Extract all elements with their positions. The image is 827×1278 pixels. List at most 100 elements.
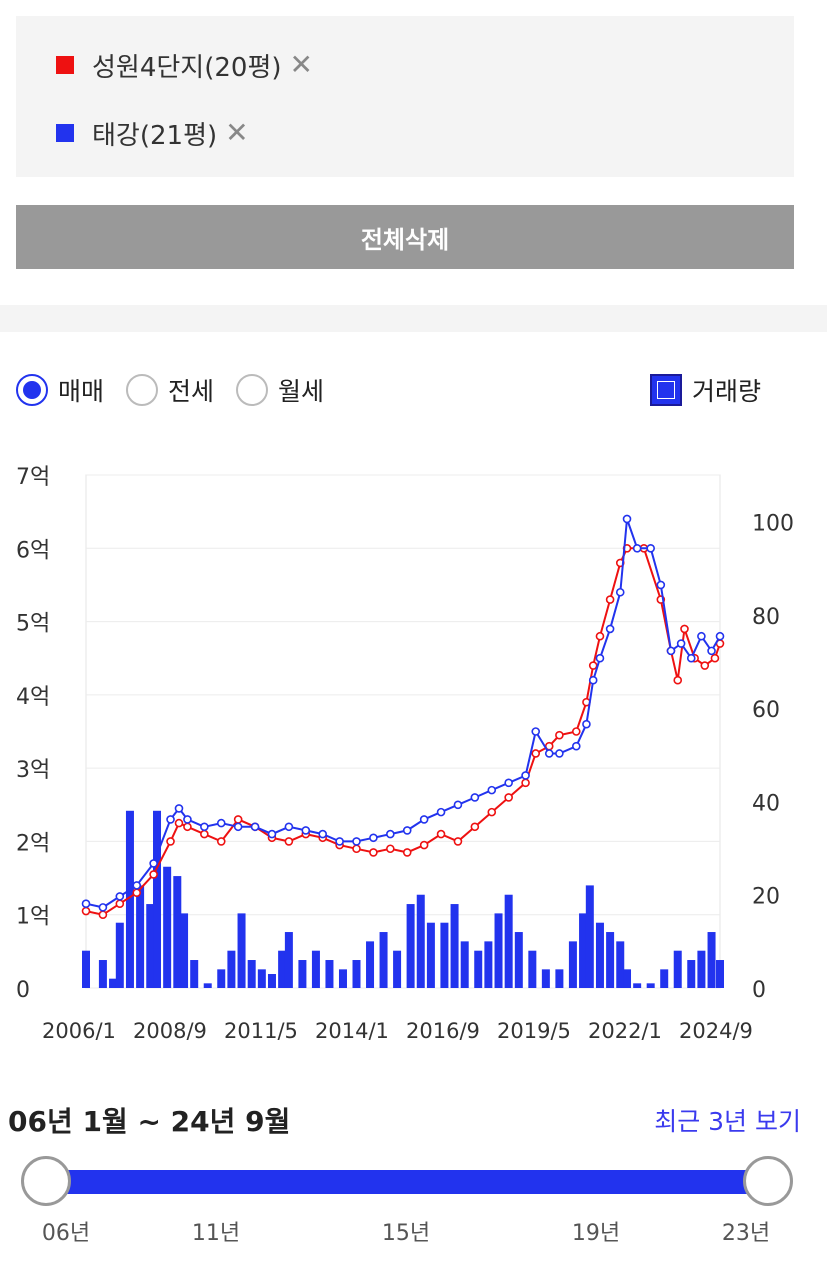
data-point <box>571 741 581 751</box>
data-point <box>402 848 412 857</box>
recent-3-years-link[interactable]: 최근 3년 보기 <box>654 1107 801 1136</box>
data-point <box>605 595 615 604</box>
radio-jeonse[interactable]: 전세 <box>126 372 214 408</box>
y-right-tick-label: 100 <box>752 512 794 537</box>
y-left-tick-label: 5억 <box>16 612 50 637</box>
data-point <box>352 844 361 854</box>
volume-bar <box>190 960 199 988</box>
trade-type-radio-group: 매매 전세 월세 <box>16 370 346 410</box>
slider-tick-label: 23년 <box>721 1221 771 1246</box>
volume-bar <box>504 894 513 988</box>
data-point <box>521 771 530 780</box>
data-point <box>386 844 395 854</box>
data-point <box>436 807 446 817</box>
y-right-tick-label: 20 <box>752 885 780 910</box>
x-tick-label: 2022/1 <box>588 1019 662 1043</box>
volume-bar <box>528 950 537 988</box>
volume-bar <box>697 950 706 988</box>
volume-bar <box>247 960 256 988</box>
volume-bar <box>125 810 134 988</box>
data-point <box>132 888 142 898</box>
volume-bar <box>440 922 449 988</box>
radio-sale[interactable]: 매매 <box>16 372 104 408</box>
compare-list: 성원4단지(20평) ✕ 태강(21평) ✕ <box>16 16 794 177</box>
data-point <box>680 624 689 634</box>
data-point <box>115 899 125 909</box>
section-divider <box>0 305 827 332</box>
close-icon[interactable]: ✕ <box>289 48 313 81</box>
period-slider-track[interactable] <box>46 1170 768 1194</box>
x-tick-label: 2014/1 <box>315 1019 389 1043</box>
volume-bar <box>623 969 632 988</box>
volume-bar <box>98 960 107 988</box>
checkbox-checked-icon <box>650 374 682 406</box>
volume-bar <box>687 960 696 988</box>
volume-bar <box>616 941 625 988</box>
slider-start-handle[interactable] <box>21 1156 71 1206</box>
volume-bar <box>153 810 162 988</box>
data-point <box>233 822 243 832</box>
data-point <box>710 653 720 663</box>
data-point <box>453 800 463 810</box>
slider-end-handle[interactable] <box>743 1156 793 1206</box>
data-point <box>686 653 696 663</box>
volume-bar <box>352 960 361 988</box>
data-point <box>697 631 706 641</box>
data-point <box>588 661 598 670</box>
y-left-tick-label: 0 <box>16 978 30 1003</box>
data-point <box>81 906 91 916</box>
volume-bar <box>338 969 347 988</box>
data-point <box>470 822 480 832</box>
radio-monthly-rent[interactable]: 월세 <box>236 372 324 408</box>
volume-bar <box>494 913 503 988</box>
data-point <box>352 837 361 846</box>
volume-bar <box>460 941 469 988</box>
volume-bar <box>311 950 320 988</box>
volume-bar <box>284 932 293 988</box>
data-point <box>521 778 530 788</box>
data-point <box>504 793 513 802</box>
data-point <box>656 580 666 590</box>
delete-all-button[interactable]: 전체삭제 <box>16 205 794 269</box>
data-point <box>605 624 615 634</box>
data-point <box>267 829 277 839</box>
data-point <box>369 833 378 843</box>
data-point <box>615 587 625 597</box>
radio-label: 월세 <box>278 377 325 406</box>
data-point <box>700 661 710 670</box>
y-left-tick-label: 1억 <box>16 905 50 930</box>
data-point <box>453 837 463 846</box>
data-point <box>301 826 311 835</box>
volume-bar <box>426 922 435 988</box>
radio-checked-icon <box>16 374 48 406</box>
data-point <box>715 631 725 641</box>
data-point <box>284 837 294 846</box>
data-point <box>183 815 192 824</box>
data-point <box>419 840 429 850</box>
volume-bar <box>298 960 307 988</box>
volume-bar <box>514 932 523 988</box>
volume-bar <box>484 941 493 988</box>
data-point <box>335 837 344 846</box>
close-icon[interactable]: ✕ <box>225 116 249 149</box>
volume-bar <box>716 960 724 988</box>
volume-bar <box>379 932 388 988</box>
data-point <box>555 749 564 758</box>
data-point <box>436 829 446 839</box>
data-point <box>233 815 243 824</box>
slider-tick-label: 06년 <box>41 1221 91 1246</box>
x-tick-label: 2006/1 <box>42 1019 116 1043</box>
y-left-tick-label: 6억 <box>16 538 50 563</box>
y-right-tick-label: 0 <box>752 978 766 1003</box>
volume-checkbox[interactable]: 거래량 <box>650 372 761 408</box>
data-point <box>166 815 175 824</box>
volume-bar <box>450 904 459 988</box>
volume-bar <box>267 974 276 988</box>
volume-bar <box>109 978 118 988</box>
volume-bar <box>416 894 425 988</box>
volume-bar <box>555 969 564 988</box>
data-point <box>402 826 412 835</box>
data-point <box>531 727 541 736</box>
volume-bar <box>366 941 375 988</box>
data-point <box>98 910 108 920</box>
